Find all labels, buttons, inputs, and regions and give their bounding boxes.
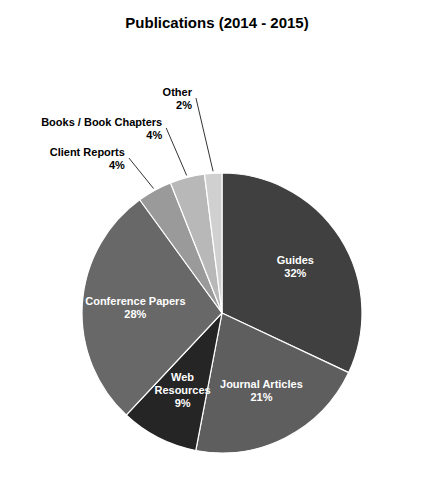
svg-text:WebResources9%: WebResources9%: [154, 371, 210, 409]
svg-text:Other2%: Other2%: [163, 86, 193, 111]
svg-text:Books / Book Chapters4%: Books / Book Chapters4%: [41, 116, 162, 141]
html-text:Publications (2014 - 2015): Publications (2014 - 2015): [125, 14, 309, 31]
svg-text:Guides32%: Guides32%: [277, 254, 314, 279]
svg-text:Journal Articles21%: Journal Articles21%: [220, 378, 303, 403]
svg-text:Conference Papers28%: Conference Papers28%: [85, 295, 185, 320]
svg-text:Client Reports4%: Client Reports4%: [50, 146, 125, 171]
